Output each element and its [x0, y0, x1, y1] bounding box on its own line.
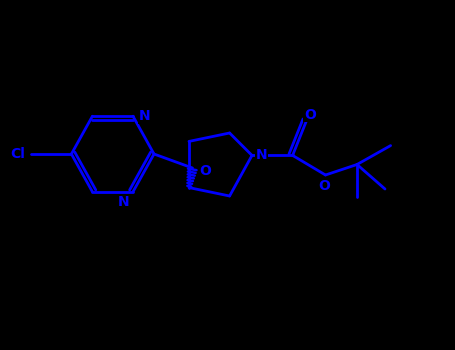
Text: Cl: Cl — [10, 147, 25, 161]
Text: N: N — [117, 195, 129, 209]
Text: N: N — [138, 109, 150, 123]
Text: O: O — [199, 164, 212, 178]
Text: N: N — [256, 148, 268, 162]
Text: O: O — [318, 179, 330, 193]
Text: O: O — [304, 108, 316, 122]
